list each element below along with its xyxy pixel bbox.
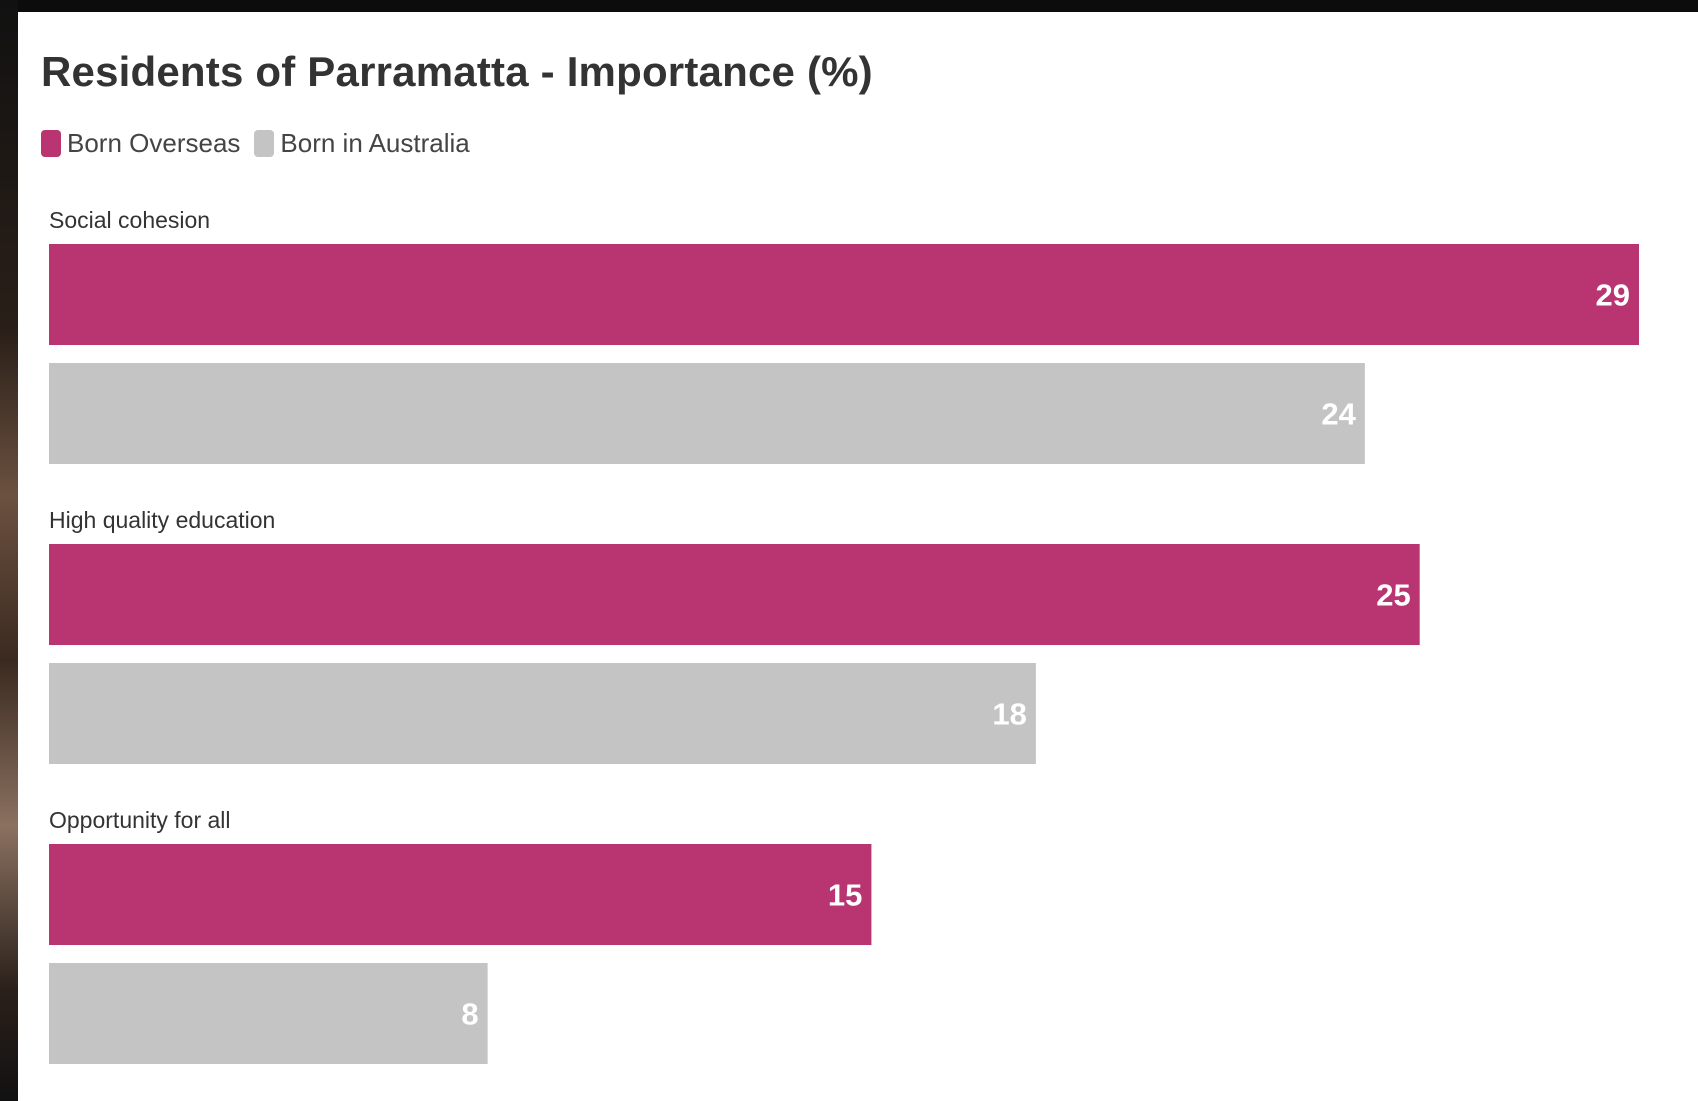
bar-opportunity-for-all-born-overseas[interactable] <box>49 844 872 945</box>
value-label-high-quality-education-born-overseas: 25 <box>1376 578 1410 613</box>
background-edge <box>0 0 18 1101</box>
value-label-opportunity-for-all-born-overseas: 15 <box>828 878 862 913</box>
legend-item-born-in-australia[interactable]: Born in Australia <box>254 128 470 159</box>
value-label-high-quality-education-born-in-australia: 18 <box>992 697 1026 732</box>
bar-social-cohesion-born-in-australia[interactable] <box>49 363 1365 464</box>
legend: Born Overseas Born in Australia <box>41 128 484 159</box>
category-label-high-quality-education: High quality education <box>49 507 275 533</box>
category-label-opportunity-for-all: Opportunity for all <box>49 807 231 833</box>
legend-label-born-overseas: Born Overseas <box>67 128 241 158</box>
bar-high-quality-education-born-overseas[interactable] <box>49 544 1420 645</box>
value-label-social-cohesion-born-overseas: 29 <box>1596 278 1630 313</box>
bar-high-quality-education-born-in-australia[interactable] <box>49 663 1036 764</box>
bar-chart: Social cohesion 29 24 High quality educatio… <box>49 207 1639 1064</box>
value-label-opportunity-for-all-born-in-australia: 8 <box>461 997 478 1032</box>
bar-social-cohesion-born-overseas[interactable] <box>49 244 1639 345</box>
value-label-social-cohesion-born-in-australia: 24 <box>1321 397 1356 432</box>
chart-panel: Residents of Parramatta - Importance (%)… <box>18 12 1698 1101</box>
legend-swatch-born-overseas <box>41 130 61 157</box>
chart-title: Residents of Parramatta - Importance (%) <box>41 48 873 95</box>
category-label-social-cohesion: Social cohesion <box>49 207 210 233</box>
legend-item-born-overseas[interactable]: Born Overseas <box>41 128 240 159</box>
legend-swatch-born-in-australia <box>254 130 275 157</box>
legend-label-born-in-australia: Born in Australia <box>280 128 470 158</box>
bar-opportunity-for-all-born-in-australia[interactable] <box>49 963 488 1064</box>
